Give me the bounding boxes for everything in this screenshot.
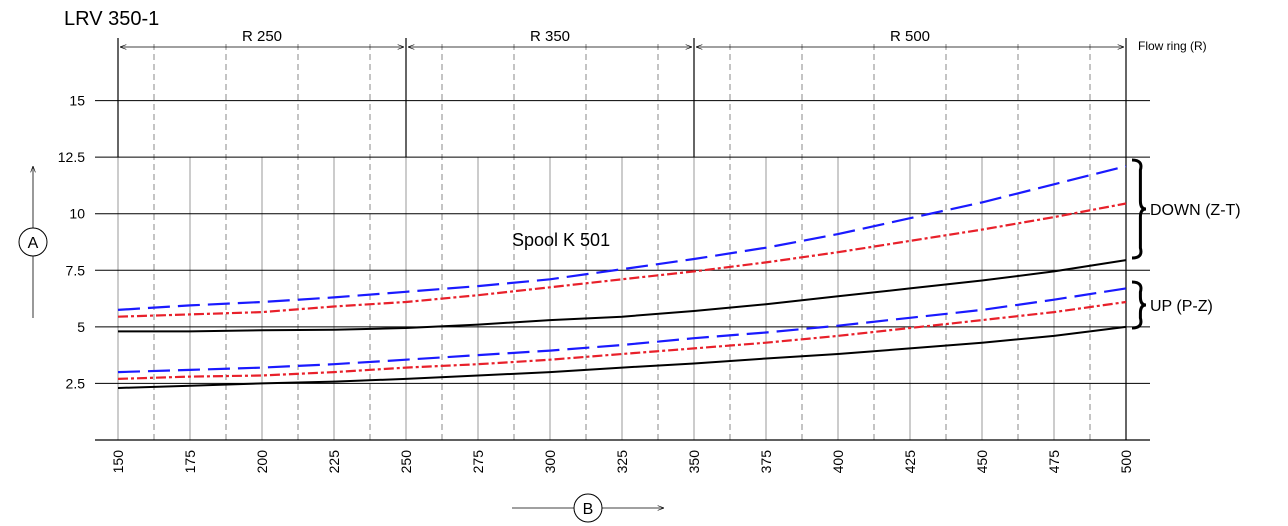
y-axis-label: A bbox=[28, 235, 39, 252]
series-line-up-3 bbox=[117, 325, 1127, 389]
y-tick-label: 10 bbox=[69, 206, 85, 222]
y-tick-labels: 2.5 5 7.5 10 12.5 15 bbox=[58, 93, 85, 392]
series-line-up-2 bbox=[117, 300, 1127, 380]
spool-annotation: Spool K 501 bbox=[512, 230, 610, 250]
x-axis-label: B bbox=[583, 501, 594, 518]
flow-ring-ranges: R 250 R 350 R 500 Flow ring (R) bbox=[117, 28, 1207, 440]
up-label: UP (P-Z) bbox=[1150, 298, 1213, 315]
flow-ring-header: Flow ring (R) bbox=[1138, 39, 1207, 53]
y-tick-label: 7.5 bbox=[66, 262, 86, 278]
down-label: DOWN (Z-T) bbox=[1150, 202, 1241, 219]
range-label: R 350 bbox=[530, 28, 570, 45]
annotations: A B Spool K 501 DOWN (Z-T) UP (P-Z) bbox=[18, 158, 1241, 523]
y-tick-label: 12.5 bbox=[58, 149, 85, 165]
series-line-down-2 bbox=[117, 202, 1127, 318]
x-tick-labels: 150 175 200 225 250 275 300 325 350 375 400 425 450 4… bbox=[110, 450, 1134, 474]
range-label: R 250 bbox=[242, 28, 282, 45]
x-tick-label: 425 bbox=[902, 450, 918, 474]
series-line-down-1 bbox=[117, 165, 1127, 311]
x-tick-label: 200 bbox=[254, 450, 270, 474]
x-tick-label: 175 bbox=[182, 450, 198, 474]
series-line-down-3 bbox=[118, 259, 1127, 333]
x-tick-label: 475 bbox=[1046, 450, 1062, 474]
x-axis-label-circle bbox=[573, 493, 603, 523]
y-tick-label: 5 bbox=[77, 319, 85, 335]
x-tick-label: 150 bbox=[110, 450, 126, 474]
x-tick-label: 350 bbox=[686, 450, 702, 474]
y-tick-label: 2.5 bbox=[66, 375, 86, 391]
x-tick-label: 250 bbox=[398, 450, 414, 474]
series-group bbox=[117, 165, 1127, 389]
y-axis-label-circle bbox=[18, 227, 48, 257]
x-tick-label: 225 bbox=[326, 450, 342, 474]
y-tick-label: 15 bbox=[69, 93, 85, 109]
x-tick-label: 375 bbox=[758, 450, 774, 474]
up-brace bbox=[1131, 280, 1147, 330]
x-tick-label: 450 bbox=[974, 450, 990, 474]
x-tick-label: 275 bbox=[470, 450, 486, 474]
x-tick-label: 400 bbox=[830, 450, 846, 474]
x-tick-label: 500 bbox=[1118, 450, 1134, 474]
down-brace bbox=[1131, 158, 1147, 260]
x-tick-label: 325 bbox=[614, 450, 630, 474]
major-grid bbox=[95, 100, 1150, 441]
chart-title: LRV 350-1 bbox=[64, 8, 160, 30]
range-label: R 500 bbox=[890, 28, 930, 45]
x-tick-label: 300 bbox=[542, 450, 558, 474]
series-line-up-1 bbox=[117, 287, 1127, 374]
